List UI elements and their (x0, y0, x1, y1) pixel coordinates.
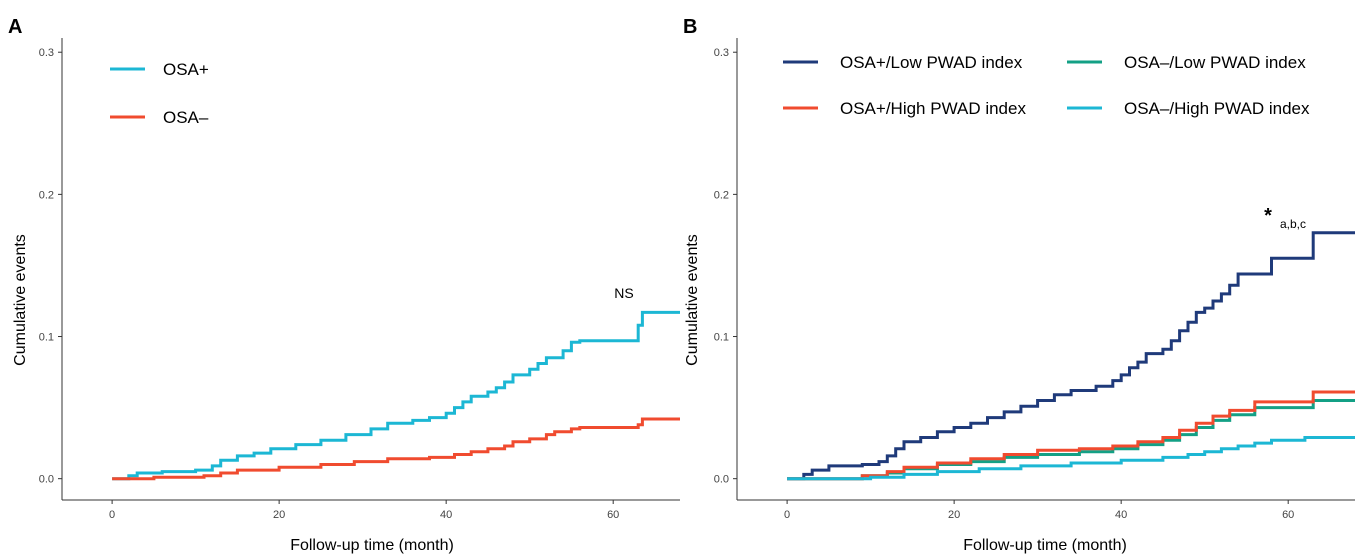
panel-b: B Cumulative events Follow-up time (mont… (683, 16, 1355, 554)
legend-label-osa-minus-high-pwad: OSA–/High PWAD index (1124, 99, 1310, 118)
panel-a-series (112, 310, 680, 481)
panel-b-y-axis-label: Cumulative events (684, 234, 701, 366)
panel-b-legend: OSA+/Low PWAD index OSA–/Low PWAD index … (783, 53, 1310, 118)
panel-b-y-tick-label: 0.2 (714, 189, 729, 201)
panel-b-y-tick-label: 0.1 (714, 332, 729, 344)
panel-a-y-tick-label: 0.1 (39, 332, 54, 344)
panel-a-x-axis-label: Follow-up time (month) (290, 537, 454, 554)
panel-b-series-osa-minusplus-high-pwad-index (787, 390, 1355, 481)
panel-b-x-tick-label: 20 (948, 509, 960, 521)
panel-a-x-tick-label: 60 (607, 509, 619, 521)
legend-label-osa-plus-high-pwad: OSA+/High PWAD index (840, 99, 1026, 118)
panel-a-y-tick-label: 0.3 (39, 47, 54, 59)
panel-a-legend: OSA+ OSA– (110, 60, 209, 127)
panel-b-x-axis-label: Follow-up time (month) (963, 537, 1127, 554)
panel-a-x-tick-label: 0 (109, 509, 115, 521)
panel-b-series (787, 231, 1355, 481)
panel-a-x-tick-label: 40 (440, 509, 452, 521)
panel-a-y-tick-label: 0.0 (39, 474, 54, 486)
panel-a-annotation-ns: NS (614, 285, 633, 301)
legend-label-osa-plus: OSA+ (163, 60, 209, 79)
panel-b-axes: 0.0 0.1 0.2 0.3 0 20 40 60 (714, 38, 1355, 521)
panel-a-series-osa-minusplus (112, 310, 680, 481)
panel-a-x-tick-label: 20 (273, 509, 285, 521)
panel-a: A Cumulative events Follow-up time (mont… (8, 16, 680, 554)
panel-b-y-tick-label: 0.0 (714, 474, 729, 486)
panel-b-series-osa-minus-high-pwad-index (787, 436, 1355, 481)
panel-a-label: A (8, 16, 22, 38)
legend-label-osa-minus-low-pwad: OSA–/Low PWAD index (1124, 53, 1306, 72)
panel-b-label: B (683, 16, 697, 38)
legend-label-osa-minus: OSA– (163, 108, 209, 127)
panel-b-annotation-superscript: a,b,c (1280, 217, 1306, 231)
panel-a-axes: 0.0 0.1 0.2 0.3 0 20 40 60 (39, 38, 680, 521)
panel-b-series-osa-minusplus-low-pwad-index (787, 231, 1355, 481)
panel-b-y-tick-label: 0.3 (714, 47, 729, 59)
panel-b-x-tick-label: 60 (1282, 509, 1294, 521)
panel-a-y-axis-label: Cumulative events (12, 234, 29, 366)
panel-b-x-tick-label: 0 (784, 509, 790, 521)
panel-a-series-osa-minus (112, 417, 680, 481)
legend-label-osa-plus-low-pwad: OSA+/Low PWAD index (840, 53, 1023, 72)
panel-b-x-tick-label: 40 (1115, 509, 1127, 521)
panel-a-y-tick-label: 0.2 (39, 189, 54, 201)
panel-b-annotation-asterisk: * (1264, 205, 1272, 227)
